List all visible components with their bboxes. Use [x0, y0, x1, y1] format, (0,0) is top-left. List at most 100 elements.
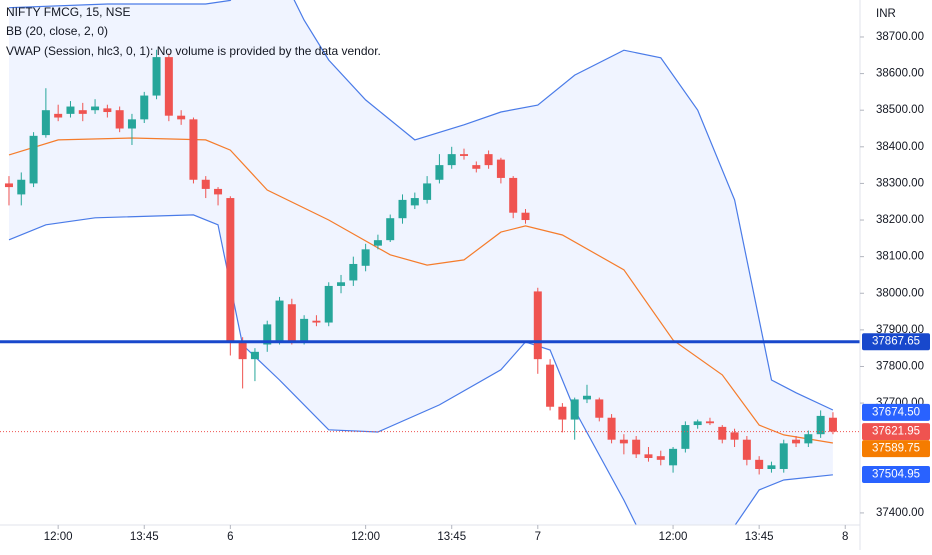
y-tick-label: 38300.00: [876, 177, 924, 189]
candle-body: [619, 439, 628, 444]
candle-body: [103, 108, 112, 113]
candle-body: [263, 324, 272, 345]
x-tick-label: 13:45: [437, 531, 466, 543]
x-tick-label: 8: [842, 531, 848, 543]
candle-body: [226, 198, 235, 341]
candle-body: [324, 285, 333, 323]
y-tick-label: 38100.00: [876, 251, 924, 263]
candle-body: [91, 106, 100, 111]
candle-body: [373, 240, 382, 246]
candle-body: [447, 154, 456, 166]
candle-body: [435, 165, 444, 180]
candle-body: [509, 177, 518, 213]
x-tick-label: 12:00: [351, 531, 380, 543]
candle-body: [669, 448, 678, 466]
candle-body: [17, 179, 26, 195]
y-tick-label: 38000.00: [876, 287, 924, 299]
candle-body: [582, 395, 591, 400]
candle-body: [546, 364, 555, 407]
price-label-box: [862, 465, 930, 483]
candle-body: [816, 415, 825, 435]
upper-band: [8, 0, 834, 411]
candle-body: [398, 199, 407, 219]
candle-body: [656, 456, 665, 460]
candle-body: [533, 291, 542, 360]
candle-body: [792, 439, 801, 444]
candle-body: [4, 183, 13, 188]
candle-body: [496, 159, 505, 178]
candle-body: [681, 425, 690, 449]
candle-body: [595, 399, 604, 418]
price-label: 37504.95: [872, 469, 920, 481]
candle-body: [386, 218, 395, 241]
chart-title: NIFTY FMCG, 15, NSE: [6, 5, 130, 19]
candle-body: [828, 417, 837, 432]
candle-body: [177, 115, 186, 120]
candle-body: [140, 95, 149, 120]
candle-body: [349, 263, 358, 281]
candle-body: [300, 318, 309, 341]
candle-body: [693, 421, 702, 426]
y-tick-label: 38400.00: [876, 141, 924, 153]
candle-body: [54, 113, 63, 118]
candle-body: [164, 57, 173, 116]
plot-area: [0, 0, 860, 525]
candle-body: [410, 198, 419, 206]
candle-body: [287, 304, 296, 341]
y-tick-label: 38600.00: [876, 68, 924, 80]
x-tick-label: 12:00: [659, 531, 688, 543]
candle-body: [767, 465, 776, 469]
y-tick-label: 37400.00: [876, 507, 924, 519]
price-label-box: [862, 440, 930, 458]
candle-body: [718, 426, 727, 440]
candle-body: [644, 454, 653, 459]
candle-body: [779, 443, 788, 469]
candle-body: [472, 165, 481, 169]
price-label: 37674.50: [872, 406, 920, 418]
candle-body: [312, 320, 321, 323]
y-tick-label: 38500.00: [876, 104, 924, 116]
candle-body: [423, 183, 432, 200]
candle-body: [570, 399, 579, 420]
indicator-legend: VWAP (Session, hlc3, 0, 1): No volume is…: [6, 44, 381, 58]
candle-body: [250, 351, 259, 360]
candle-body: [361, 249, 370, 266]
x-tick-label: 13:45: [130, 531, 159, 543]
candle-body: [558, 406, 567, 420]
y-tick-label: 37800.00: [876, 361, 924, 373]
candle-body: [521, 212, 530, 221]
y-tick-label: 38700.00: [876, 31, 924, 43]
candle-body: [337, 282, 346, 286]
candle-body: [275, 300, 284, 341]
candle-body: [66, 106, 75, 114]
candle-body: [705, 421, 714, 424]
candle-body: [214, 188, 223, 195]
price-label-box: [862, 333, 930, 351]
candle-body: [755, 459, 764, 469]
candle-body: [742, 439, 751, 460]
price-label-box: [862, 423, 930, 441]
candle-body: [632, 439, 641, 455]
candle-body: [29, 135, 38, 184]
currency: INR: [876, 8, 896, 20]
candle-body: [238, 341, 247, 360]
x-tick-label: 6: [227, 531, 233, 543]
candle-body: [127, 119, 136, 129]
candle-body: [41, 110, 50, 136]
candle-body: [189, 119, 198, 180]
candle-body: [152, 57, 161, 96]
price-label: 37621.95: [872, 426, 920, 438]
candle-body: [607, 417, 616, 440]
candle-body: [730, 432, 739, 440]
price-label-box: [862, 403, 930, 421]
candle-body: [484, 154, 493, 166]
candle-body: [460, 154, 469, 156]
price-label: 37589.75: [872, 443, 920, 455]
x-tick-label: 7: [535, 531, 541, 543]
x-tick-label: 13:45: [745, 531, 774, 543]
y-tick-label: 38200.00: [876, 214, 924, 226]
lower-band: [8, 214, 833, 525]
candle-body: [804, 434, 813, 444]
band-fill: [9, 0, 833, 525]
